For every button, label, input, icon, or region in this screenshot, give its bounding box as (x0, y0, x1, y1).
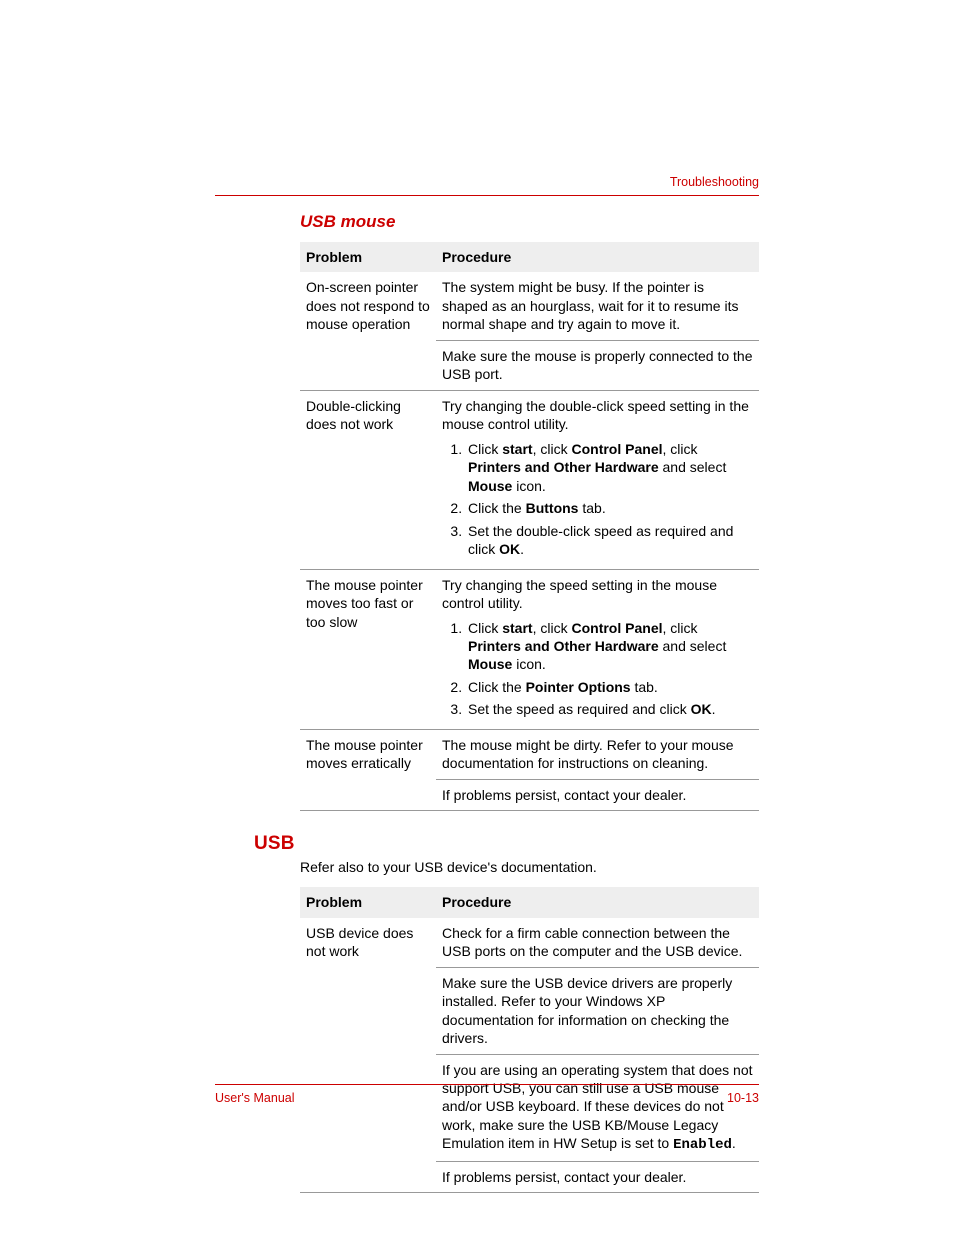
table-cell-procedure: Make sure the mouse is properly connecte… (436, 340, 759, 390)
table-cell-procedure: If you are using an operating system tha… (436, 1054, 759, 1161)
table-cell-procedure: Try changing the double-click speed sett… (436, 390, 759, 569)
header-rule (215, 195, 759, 196)
table-cell-problem: Double-clicking does not work (300, 390, 436, 569)
page-footer: User's Manual 10-13 (215, 1084, 759, 1105)
table-row: The mouse pointer moves too fast or too … (300, 569, 759, 729)
list-item: Click start, click Control Panel, click … (466, 619, 753, 674)
footer-left: User's Manual (215, 1091, 295, 1105)
table-row: The mouse pointer moves erraticallyThe m… (300, 729, 759, 779)
table-header-procedure: Procedure (436, 242, 759, 272)
table-cell-procedure: Check for a firm cable connection betwee… (436, 918, 759, 967)
section-usb-mouse-title: USB mouse (300, 212, 759, 232)
table-row: On-screen pointer does not respond to mo… (300, 272, 759, 340)
table-cell-problem: The mouse pointer moves erratically (300, 729, 436, 810)
footer-right: 10-13 (727, 1091, 759, 1105)
section-usb-title: USB (254, 833, 295, 855)
table-cell-procedure: If problems persist, contact your dealer… (436, 1161, 759, 1192)
usb-table-body: USB device does not workCheck for a firm… (300, 918, 759, 1193)
list-item: Click the Pointer Options tab. (466, 678, 753, 696)
list-item: Set the speed as required and click OK. (466, 700, 753, 718)
footer-rule (215, 1084, 759, 1085)
table-cell-procedure: If problems persist, contact your dealer… (436, 779, 759, 810)
section-usb-intro: Refer also to your USB device's document… (300, 859, 759, 875)
table-cell-problem: The mouse pointer moves too fast or too … (300, 569, 436, 729)
table-row: USB device does not workCheck for a firm… (300, 918, 759, 967)
table-row: Double-clicking does not workTry changin… (300, 390, 759, 569)
usb-table: Problem Procedure USB device does not wo… (300, 887, 759, 1193)
page-header-label: Troubleshooting (670, 175, 759, 189)
table-header-procedure: Procedure (436, 887, 759, 917)
list-item: Click the Buttons tab. (466, 499, 753, 517)
table-cell-procedure: Try changing the speed setting in the mo… (436, 569, 759, 729)
table-cell-procedure: The mouse might be dirty. Refer to your … (436, 729, 759, 779)
table-cell-problem: On-screen pointer does not respond to mo… (300, 272, 436, 390)
list-item: Set the double-click speed as required a… (466, 522, 753, 559)
table-header-problem: Problem (300, 887, 436, 917)
usb-mouse-table-body: On-screen pointer does not respond to mo… (300, 272, 759, 810)
page-content: USB mouse Problem Procedure On-screen po… (300, 212, 759, 1193)
list-item: Click start, click Control Panel, click … (466, 440, 753, 495)
table-cell-problem: USB device does not work (300, 918, 436, 1193)
usb-mouse-table: Problem Procedure On-screen pointer does… (300, 242, 759, 811)
table-cell-procedure: The system might be busy. If the pointer… (436, 272, 759, 340)
table-header-problem: Problem (300, 242, 436, 272)
table-cell-procedure: Make sure the USB device drivers are pro… (436, 967, 759, 1054)
